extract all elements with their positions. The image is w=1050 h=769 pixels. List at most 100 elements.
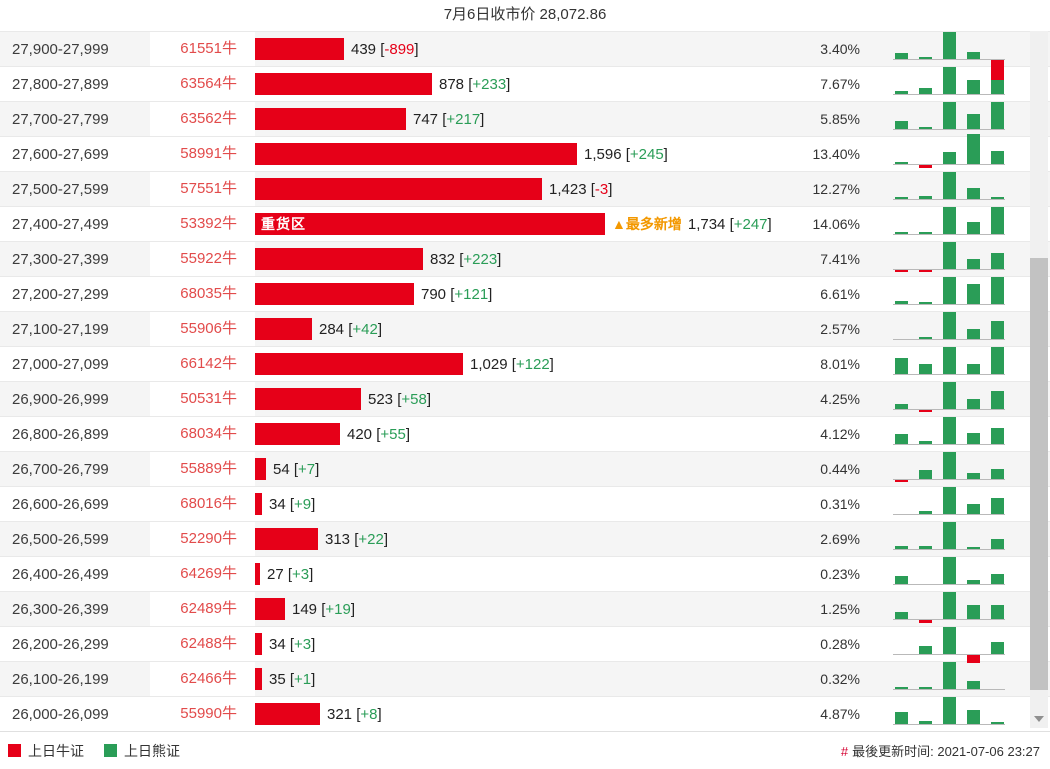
warrant-code[interactable]: 62489牛 xyxy=(150,592,255,626)
bar-value: 284 [+42] xyxy=(319,320,382,338)
price-range: 26,800-26,899 xyxy=(12,425,109,443)
sparkline-bar xyxy=(943,521,956,549)
bull-color-swatch xyxy=(8,744,21,757)
warrant-code[interactable]: 61551牛 xyxy=(150,32,255,66)
table-row: 26,700-26,799 55889牛 54 [+7] 0.44% xyxy=(0,451,1050,486)
warrant-code[interactable]: 63564牛 xyxy=(150,67,255,101)
change-value: +9 xyxy=(294,495,312,513)
price-range: 27,600-27,699 xyxy=(12,145,109,163)
sparkline-bar xyxy=(943,381,956,409)
sparkline-bar xyxy=(967,680,980,689)
sparkline-bar xyxy=(919,686,932,689)
sparkline-bar xyxy=(967,363,980,374)
warrant-code[interactable]: 50531牛 xyxy=(150,382,255,416)
sparkline-bar xyxy=(943,31,956,59)
warrant-code[interactable]: 68016牛 xyxy=(150,487,255,521)
warrant-code[interactable]: 64269牛 xyxy=(150,557,255,591)
warrant-code[interactable]: 55906牛 xyxy=(150,312,255,346)
sparkline-baseline xyxy=(893,198,1005,200)
warrant-code[interactable]: 52290牛 xyxy=(150,522,255,556)
sparkline-bar xyxy=(895,403,908,409)
percent-value: 0.32% xyxy=(820,671,860,687)
warrant-code[interactable]: 62488牛 xyxy=(150,627,255,661)
sparkline-bar xyxy=(919,510,932,514)
sparkline-baseline xyxy=(893,478,1005,480)
price-range: 26,900-26,999 xyxy=(12,390,109,408)
sparkline-baseline xyxy=(893,723,1005,725)
bull-outstanding-bar xyxy=(255,633,262,655)
history-sparkline xyxy=(893,101,1005,137)
chart-title: 7月6日收市价 28,072.86 xyxy=(443,6,607,23)
bar-cell: 313 [+22] xyxy=(255,528,770,550)
history-sparkline xyxy=(893,133,1005,172)
bar-value: 35 [+1] xyxy=(269,670,316,688)
bar-cell: 284 [+42] xyxy=(255,318,770,340)
sparkline-bar xyxy=(991,468,1004,479)
sparkline-baseline xyxy=(893,128,1005,130)
sparkline-bar xyxy=(967,654,980,663)
scroll-down-icon[interactable] xyxy=(1034,716,1044,722)
bar-value: 439 [-899] xyxy=(351,40,419,58)
table-row: 27,700-27,799 63562牛 747 [+217] 5.85% xyxy=(0,101,1050,136)
warrant-code[interactable]: 55990牛 xyxy=(150,697,255,731)
sparkline-bar xyxy=(967,472,980,479)
warrant-code[interactable]: 68034牛 xyxy=(150,417,255,451)
sparkline-bar xyxy=(943,486,956,514)
sparkline-bar xyxy=(991,538,1004,549)
warrant-code[interactable]: 55889牛 xyxy=(150,452,255,486)
warrant-code[interactable]: 57551牛 xyxy=(150,172,255,206)
bull-outstanding-bar xyxy=(255,283,414,305)
sparkline-baseline xyxy=(893,443,1005,445)
bull-outstanding-bar: 重货区 xyxy=(255,213,605,235)
bar-cell: 1,029 [+122] xyxy=(255,353,770,375)
warrant-code[interactable]: 53392牛 xyxy=(150,207,255,241)
sparkline-bar xyxy=(991,497,1004,514)
sparkline-bar xyxy=(943,416,956,444)
sparkline-bar xyxy=(919,619,932,623)
sparkline-bar xyxy=(943,241,956,269)
table-row: 27,900-27,999 61551牛 439 [-899] 3.40% xyxy=(0,31,1050,90)
table-row: 27,200-27,299 68035牛 790 [+121] 6.61% xyxy=(0,276,1050,311)
table-row: 27,600-27,699 58991牛 1,596 [+245] 13.40% xyxy=(0,133,1050,172)
bar-cell: 34 [+3] xyxy=(255,633,770,655)
sparkline-bar xyxy=(943,151,956,164)
table-row: 26,200-26,299 62488牛 34 [+3] 0.28% xyxy=(0,626,1050,663)
bull-outstanding-bar xyxy=(255,563,260,585)
sparkline-bar xyxy=(943,451,956,479)
sparkline-bar xyxy=(991,573,1004,584)
price-range: 27,100-27,199 xyxy=(12,320,109,338)
bull-outstanding-bar xyxy=(255,528,318,550)
sparkline-bar xyxy=(895,433,908,444)
bar-value: 1,423 [-3] xyxy=(549,180,613,198)
warrant-code[interactable]: 63562牛 xyxy=(150,102,255,136)
change-value: -3 xyxy=(594,180,609,198)
bull-outstanding-bar xyxy=(255,353,463,375)
sparkline-baseline xyxy=(893,233,1005,235)
warrant-code[interactable]: 62466牛 xyxy=(150,662,255,696)
sparkline-bar xyxy=(943,206,956,234)
price-range: 27,000-27,099 xyxy=(12,355,109,373)
bull-outstanding-bar xyxy=(255,73,432,95)
percent-value: 3.40% xyxy=(820,41,860,57)
warrant-code[interactable]: 58991牛 xyxy=(150,137,255,171)
sparkline-bar xyxy=(919,195,932,199)
scrollbar-thumb[interactable] xyxy=(1030,258,1048,690)
sparkline-bar xyxy=(967,503,980,514)
bar-cell: 1,423 [-3] xyxy=(255,178,770,200)
bull-outstanding-bar xyxy=(255,668,262,690)
scrollbar[interactable] xyxy=(1030,31,1048,728)
bear-color-swatch xyxy=(104,744,117,757)
sparkline-bar xyxy=(895,161,908,164)
warrant-code[interactable]: 55922牛 xyxy=(150,242,255,276)
bar-value: 1,734 [+247] xyxy=(687,215,772,233)
sparkline-bar xyxy=(991,252,1004,269)
warrant-code[interactable]: 68035牛 xyxy=(150,277,255,311)
sparkline-baseline xyxy=(893,58,1005,60)
sparkline-baseline xyxy=(893,513,1005,515)
warrant-code[interactable]: 66142牛 xyxy=(150,347,255,381)
sparkline-bar xyxy=(967,79,980,94)
bull-outstanding-bar xyxy=(255,178,542,200)
bar-value: 747 [+217] xyxy=(413,110,485,128)
sparkline-bar xyxy=(967,51,980,59)
change-value: +1 xyxy=(294,670,312,688)
